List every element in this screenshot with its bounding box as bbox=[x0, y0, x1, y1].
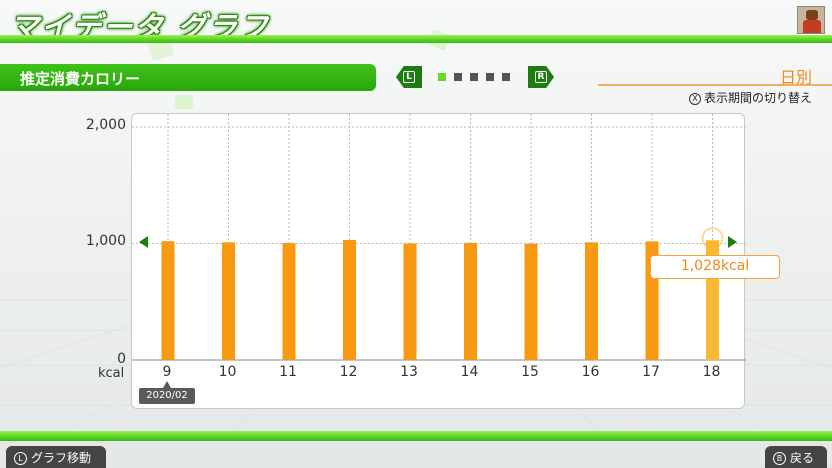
l-stick-icon: L bbox=[14, 452, 27, 465]
bar bbox=[524, 243, 538, 360]
x-button-icon: X bbox=[688, 93, 701, 105]
avatar-body bbox=[803, 20, 821, 33]
month-tag: 2020/02 bbox=[139, 388, 195, 404]
x-tick-label: 12 bbox=[339, 364, 358, 380]
bar-chart bbox=[132, 114, 746, 361]
page-navigator[interactable]: L R bbox=[392, 66, 562, 88]
month-tag-pointer bbox=[163, 381, 171, 388]
move-graph-button[interactable]: L グラフ移動 bbox=[6, 446, 106, 468]
page-dot-3 bbox=[470, 73, 478, 81]
period-toggle-hint: X 表示期間の切り替え bbox=[688, 89, 812, 106]
header: マイデータ グラフ bbox=[0, 0, 832, 44]
x-tick-label: 10 bbox=[218, 364, 237, 380]
mii-avatar-icon bbox=[797, 6, 825, 34]
y-tick-label: 0 bbox=[117, 351, 126, 367]
next-graph-button[interactable]: R bbox=[528, 66, 554, 88]
bar bbox=[222, 242, 235, 360]
bar bbox=[585, 242, 598, 360]
page-dot-4 bbox=[486, 73, 494, 81]
page-dot-5 bbox=[502, 73, 510, 81]
x-tick-label: 13 bbox=[400, 364, 418, 380]
y-unit-label: kcal bbox=[98, 366, 125, 381]
back-button[interactable]: B 戻る bbox=[765, 446, 827, 468]
bar bbox=[161, 241, 175, 360]
back-label: 戻る bbox=[790, 451, 815, 465]
bar bbox=[464, 242, 477, 360]
y-tick-label: 2,000 bbox=[85, 117, 126, 133]
y-tick-label: 1,000 bbox=[85, 233, 126, 249]
x-tick-label: 9 bbox=[162, 364, 172, 380]
period-selector[interactable]: 日別 bbox=[598, 64, 832, 87]
x-tick-label: 14 bbox=[460, 364, 479, 380]
bar bbox=[343, 240, 356, 360]
bar bbox=[403, 243, 417, 360]
l-button-icon: L bbox=[403, 71, 415, 83]
x-tick-label: 17 bbox=[642, 364, 660, 380]
period-toggle-text: 表示期間の切り替え bbox=[703, 91, 812, 105]
b-button-icon: B bbox=[773, 452, 786, 465]
page-dot-1 bbox=[438, 73, 446, 81]
reference-right-arrow-icon bbox=[728, 236, 737, 248]
avatar-head bbox=[806, 10, 818, 20]
page-dot-2 bbox=[454, 73, 462, 81]
chart-panel bbox=[131, 113, 746, 409]
reference-left-arrow-icon bbox=[139, 236, 148, 248]
r-button-icon: R bbox=[535, 71, 547, 83]
x-tick-label: 18 bbox=[702, 364, 721, 380]
selected-value-callout: 1,028kcal bbox=[650, 255, 780, 279]
bar bbox=[282, 242, 296, 360]
prev-graph-button[interactable]: L bbox=[396, 66, 422, 88]
move-graph-label: グラフ移動 bbox=[31, 451, 92, 465]
footer-divider bbox=[0, 431, 832, 441]
metric-title: 推定消費カロリー bbox=[0, 64, 376, 91]
x-tick-label: 16 bbox=[581, 364, 600, 380]
period-label: 日別 bbox=[779, 68, 812, 87]
header-divider bbox=[0, 35, 832, 43]
x-tick-label: 15 bbox=[521, 364, 539, 380]
x-tick-label: 11 bbox=[279, 364, 297, 380]
